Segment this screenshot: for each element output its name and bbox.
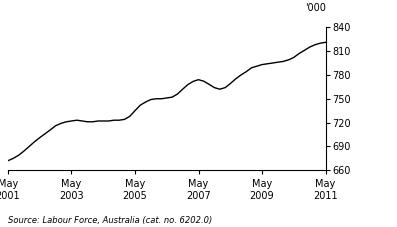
Text: Source: Labour Force, Australia (cat. no. 6202.0): Source: Labour Force, Australia (cat. no… [8,216,212,225]
Text: '000: '000 [304,3,326,13]
